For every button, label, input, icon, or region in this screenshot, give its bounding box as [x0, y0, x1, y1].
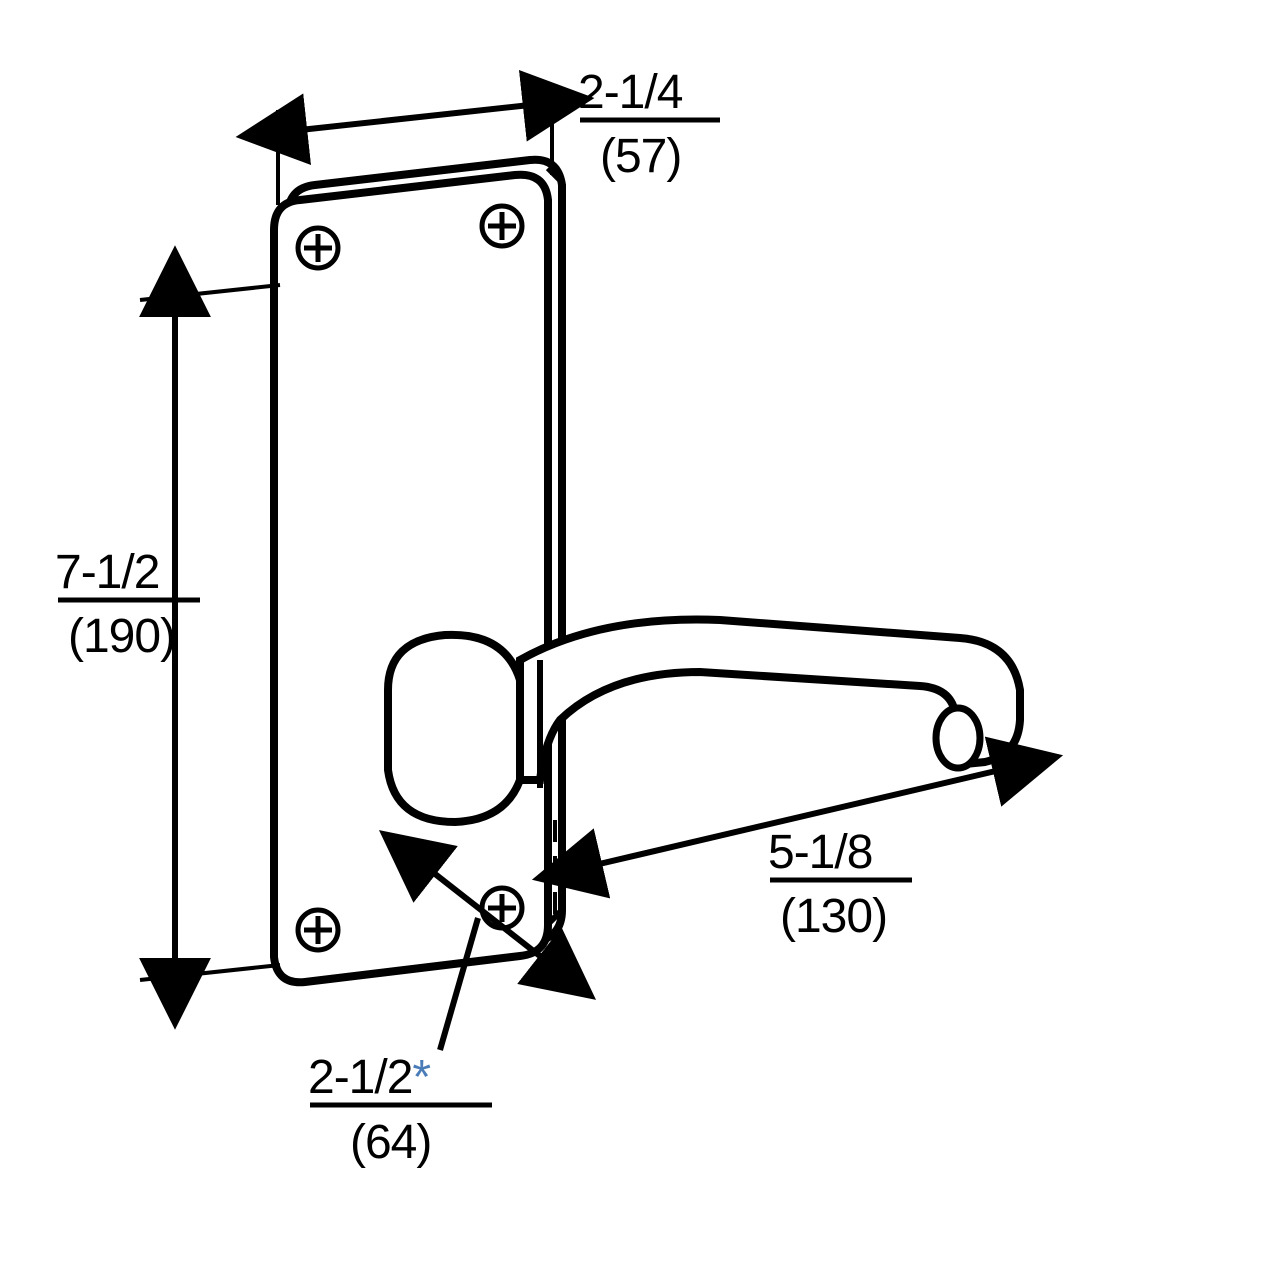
dim-height: 7-1/2 (190) — [55, 546, 200, 663]
lever-handle — [388, 620, 1020, 823]
dim-backset-imperial: 2-1/2 — [308, 1051, 412, 1104]
dim-lever-metric: (130) — [780, 890, 887, 943]
dim-lever: 5-1/8 (130) — [768, 826, 912, 943]
screw-icon — [298, 910, 338, 950]
dim-width: 2-1/4 (57) — [578, 66, 720, 183]
dim-backset-metric: (64) — [350, 1116, 431, 1169]
dim-height-metric: (190) — [68, 610, 175, 663]
dim-lever-imperial: 5-1/8 — [768, 826, 872, 879]
dimension-drawing: 2-1/4 (57) 7-1/2 (190) 5-1/8 (130) 2-1/2… — [0, 0, 1280, 1280]
dim-width-imperial: 2-1/4 — [578, 66, 683, 119]
screw-icon — [482, 888, 522, 928]
dim-width-metric: (57) — [600, 130, 681, 183]
dim-backset-asterisk: * — [412, 1051, 430, 1104]
screw-icon — [298, 228, 338, 268]
dim-backset: 2-1/2* (64) — [308, 1051, 492, 1169]
screw-icon — [482, 206, 522, 246]
escutcheon-plate — [274, 160, 562, 983]
dim-height-imperial: 7-1/2 — [55, 546, 159, 599]
svg-text:2-1/2*: 2-1/2* — [308, 1051, 430, 1104]
